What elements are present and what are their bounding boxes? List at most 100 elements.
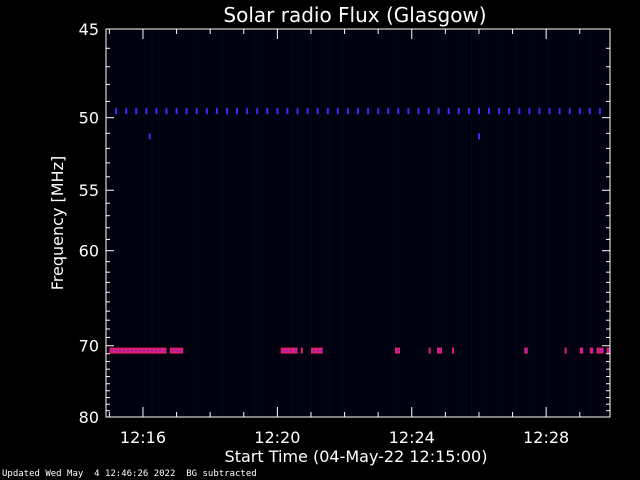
- background-streak: [311, 29, 312, 417]
- interference-texture: [526, 349, 528, 352]
- background-streak: [349, 29, 350, 417]
- background-streak: [507, 29, 508, 417]
- interference-texture: [155, 349, 157, 352]
- interference-texture: [294, 349, 297, 352]
- background-streak: [177, 29, 178, 417]
- interference-mark: [606, 347, 610, 354]
- interference-texture: [175, 349, 178, 352]
- background-streak: [419, 29, 420, 417]
- background-streak: [145, 29, 146, 417]
- background-streak: [261, 29, 262, 417]
- x-tick-label: 12:24: [389, 428, 435, 447]
- spike-mark: [148, 133, 151, 140]
- background-streak: [293, 29, 294, 417]
- background-streak: [455, 29, 456, 417]
- background-streak: [499, 29, 500, 417]
- background-streak: [329, 29, 330, 417]
- background-streak: [467, 29, 468, 417]
- background-streak: [209, 29, 210, 417]
- spike-mark: [548, 108, 551, 115]
- interference-texture: [608, 349, 611, 352]
- background-streak: [531, 29, 532, 417]
- interference-texture: [397, 349, 399, 352]
- background-streak: [465, 29, 466, 417]
- background-streak: [575, 29, 576, 417]
- background-streak: [129, 29, 130, 417]
- background-streak: [203, 29, 204, 417]
- background-streak: [395, 29, 396, 417]
- background-streak: [331, 29, 332, 417]
- interference-mark: [109, 347, 167, 354]
- background-streak: [253, 29, 254, 417]
- background-streak: [281, 29, 282, 417]
- background-streak: [321, 29, 322, 417]
- spike-mark: [246, 108, 249, 115]
- background-streak: [307, 29, 308, 417]
- background-streak: [199, 29, 200, 417]
- spike-mark: [276, 108, 279, 115]
- spike-mark: [357, 108, 359, 115]
- interference-texture: [159, 349, 161, 352]
- background-streak: [291, 29, 292, 417]
- background-streak: [493, 29, 494, 417]
- background-streak: [245, 29, 246, 417]
- background-streak: [563, 29, 564, 417]
- background-streak: [441, 29, 442, 417]
- y-tick-label: 50: [79, 109, 99, 128]
- background-streak: [397, 29, 398, 417]
- background-streak: [309, 29, 310, 417]
- background-streak: [197, 29, 198, 417]
- interference-texture: [135, 349, 137, 352]
- background-streak: [547, 29, 548, 417]
- background-streak: [361, 29, 362, 417]
- spike-mark: [236, 108, 238, 115]
- spike-mark: [457, 108, 460, 115]
- interference-texture: [602, 349, 605, 352]
- background-streak: [437, 29, 438, 417]
- background-streak: [421, 29, 422, 417]
- spike-mark: [266, 108, 269, 115]
- background-streak: [303, 29, 304, 417]
- spike-mark: [578, 108, 581, 115]
- spike-mark: [125, 108, 128, 115]
- background-streak: [459, 29, 460, 417]
- background-streak: [389, 29, 390, 417]
- interference-texture: [139, 349, 141, 352]
- background-streak: [417, 29, 418, 417]
- interference-texture: [317, 349, 319, 352]
- y-tick-label: 45: [79, 20, 99, 39]
- spike-mark: [326, 108, 329, 115]
- background-streak: [283, 29, 284, 417]
- background-streak: [333, 29, 334, 417]
- background-streak: [111, 29, 112, 417]
- background-streak: [223, 29, 224, 417]
- x-tick-label: 12:28: [523, 428, 569, 447]
- background-streak: [447, 29, 448, 417]
- spike-mark: [286, 108, 289, 115]
- background-streak: [161, 29, 162, 417]
- background-streak: [215, 29, 216, 417]
- background-streak: [485, 29, 486, 417]
- background-streak: [483, 29, 484, 417]
- interference-mark: [428, 347, 431, 354]
- background-streak: [491, 29, 492, 417]
- background-streak: [469, 29, 470, 417]
- interference-texture: [115, 349, 117, 352]
- spike-mark: [447, 108, 450, 115]
- y-axis: 45 50 55 60 70 80: [79, 20, 610, 427]
- background-streak: [391, 29, 392, 417]
- background-streak: [445, 29, 446, 417]
- interference-texture: [321, 349, 323, 352]
- background-streak: [381, 29, 382, 417]
- background-streak: [201, 29, 202, 417]
- spike-mark: [296, 108, 299, 115]
- background-streak: [285, 29, 286, 417]
- background-streak: [489, 29, 490, 417]
- background-streak: [409, 29, 410, 417]
- background-streak: [147, 29, 148, 417]
- spike-mark: [115, 108, 118, 115]
- background-streak: [211, 29, 212, 417]
- background-streak: [195, 29, 196, 417]
- background-streak: [551, 29, 552, 417]
